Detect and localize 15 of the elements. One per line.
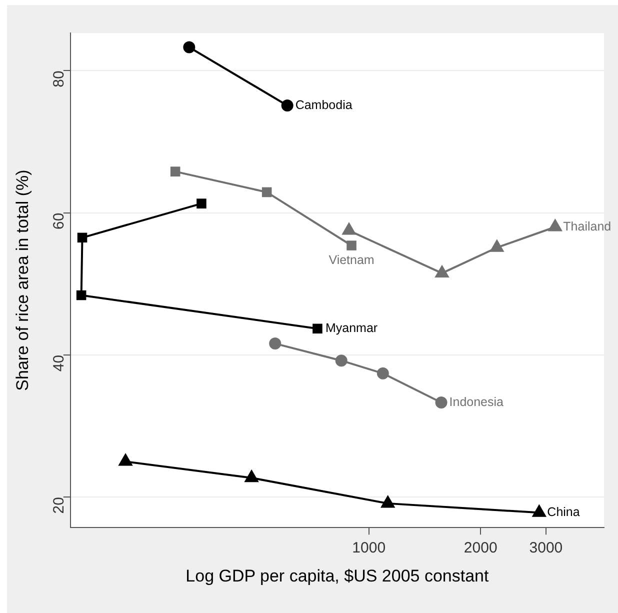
x-axis-title: Log GDP per capita, $US 2005 constant bbox=[186, 566, 489, 586]
x-tick-label: 3000 bbox=[529, 540, 563, 557]
series-label: Cambodia bbox=[295, 98, 352, 112]
series-label: China bbox=[547, 505, 580, 520]
y-tick-label: 40 bbox=[50, 354, 68, 372]
y-tick-label: 80 bbox=[50, 70, 68, 88]
series-label: Indonesia bbox=[449, 394, 504, 409]
x-tick-label: 2000 bbox=[464, 540, 498, 557]
y-tick-label: 60 bbox=[50, 212, 68, 230]
series-label: Thailand bbox=[563, 219, 612, 234]
series-label: Myanmar bbox=[325, 321, 378, 336]
y-tick-label: 20 bbox=[50, 497, 68, 514]
series-label: Vietnam bbox=[328, 252, 374, 267]
x-tick-label: 1000 bbox=[352, 540, 386, 557]
y-axis-title: Share of rice area in total (%) bbox=[12, 170, 32, 391]
